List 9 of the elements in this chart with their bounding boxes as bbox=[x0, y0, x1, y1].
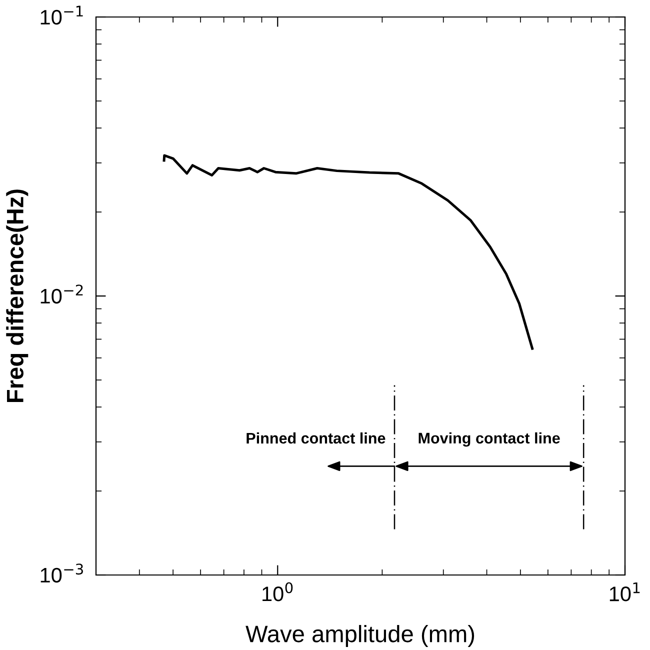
y-tick-label: 10$^{−3}$ bbox=[40, 564, 83, 583]
x-tick-label: 10$^{0}$ bbox=[262, 582, 293, 602]
y-tick-label: 10$^{−1}$ bbox=[40, 6, 83, 25]
x-axis-title: Wave amplitude (mm) bbox=[246, 624, 474, 647]
annotation: Pinned contact line bbox=[246, 432, 386, 444]
y-tick-label: 10$^{−2}$ bbox=[40, 284, 83, 304]
annotation: Moving contact line bbox=[418, 432, 560, 447]
y-axis-title: Freq difference(Hz) bbox=[6, 190, 28, 402]
x-tick-label: 10$^{1}$ bbox=[610, 582, 640, 602]
